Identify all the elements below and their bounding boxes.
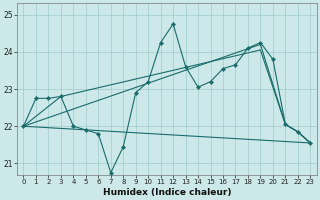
X-axis label: Humidex (Indice chaleur): Humidex (Indice chaleur) [103,188,231,197]
